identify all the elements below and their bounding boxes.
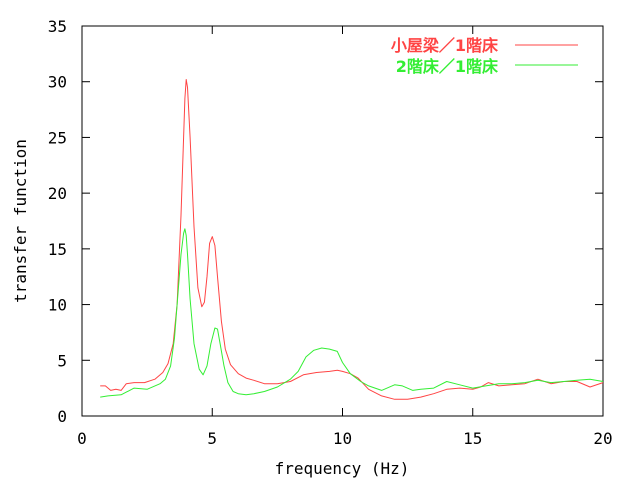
- x-tick-label: 5: [207, 429, 217, 448]
- y-tick-label: 0: [57, 407, 67, 426]
- x-tick-label: 0: [77, 429, 87, 448]
- x-tick-label: 15: [463, 429, 482, 448]
- x-tick-label: 10: [333, 429, 352, 448]
- legend-label-2: 2階床／1階床: [396, 57, 499, 76]
- y-tick-label: 10: [48, 296, 67, 315]
- series-line-2: [100, 228, 604, 398]
- legend-label-1: 小屋梁／1階床: [391, 36, 499, 55]
- plot-frame: [81, 25, 604, 417]
- y-tick-label: 20: [48, 184, 67, 203]
- y-tick-label: 25: [48, 128, 67, 147]
- y-tick-label: 5: [57, 351, 67, 370]
- axis-ticks: [82, 26, 603, 416]
- x-tick-label: 20: [593, 429, 612, 448]
- series-lines: [100, 79, 604, 400]
- y-tick-label: 30: [48, 73, 67, 92]
- x-axis-title: frequency (Hz): [275, 459, 410, 478]
- axis-tick-labels: 0 5 10 15 20 0 5 10 15 20 25 30 35: [48, 17, 613, 448]
- y-axis-title: transfer function: [11, 139, 30, 303]
- y-tick-label: 15: [48, 240, 67, 259]
- series-line-1: [100, 79, 604, 400]
- legend: 小屋梁／1階床 2階床／1階床: [391, 36, 578, 76]
- y-tick-label: 35: [48, 17, 67, 36]
